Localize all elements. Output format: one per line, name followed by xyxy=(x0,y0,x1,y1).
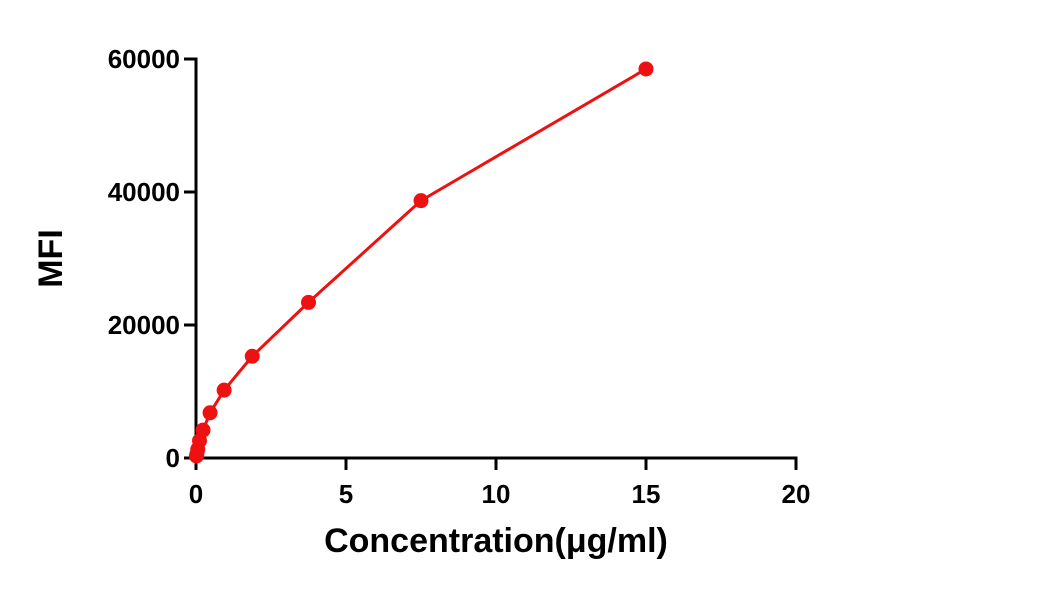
axes xyxy=(194,57,798,460)
x-tick-label: 0 xyxy=(189,479,203,509)
x-tick-label: 10 xyxy=(482,479,511,509)
y-axis-title: MFI xyxy=(32,229,70,288)
data-point xyxy=(244,348,260,364)
series-line xyxy=(194,67,647,457)
data-point xyxy=(216,382,232,398)
data-point xyxy=(638,61,654,77)
x-tick-label: 5 xyxy=(339,479,353,509)
x-tick-label: 15 xyxy=(632,479,661,509)
data-point xyxy=(301,294,316,310)
ticks: 0 20000 40000 60000 0 5 10 15 20 xyxy=(108,44,811,509)
y-tick-label: 60000 xyxy=(108,44,180,74)
series-layer xyxy=(188,61,654,464)
data-point xyxy=(195,422,211,438)
y-tick-label: 20000 xyxy=(108,310,180,340)
data-point xyxy=(202,405,218,421)
x-tick-label: 20 xyxy=(782,479,811,509)
x-axis-title: Concentration(μg/ml) xyxy=(324,522,668,560)
y-tick-label: 40000 xyxy=(108,177,180,207)
data-point xyxy=(413,193,429,209)
y-tick-label: 0 xyxy=(166,443,180,473)
